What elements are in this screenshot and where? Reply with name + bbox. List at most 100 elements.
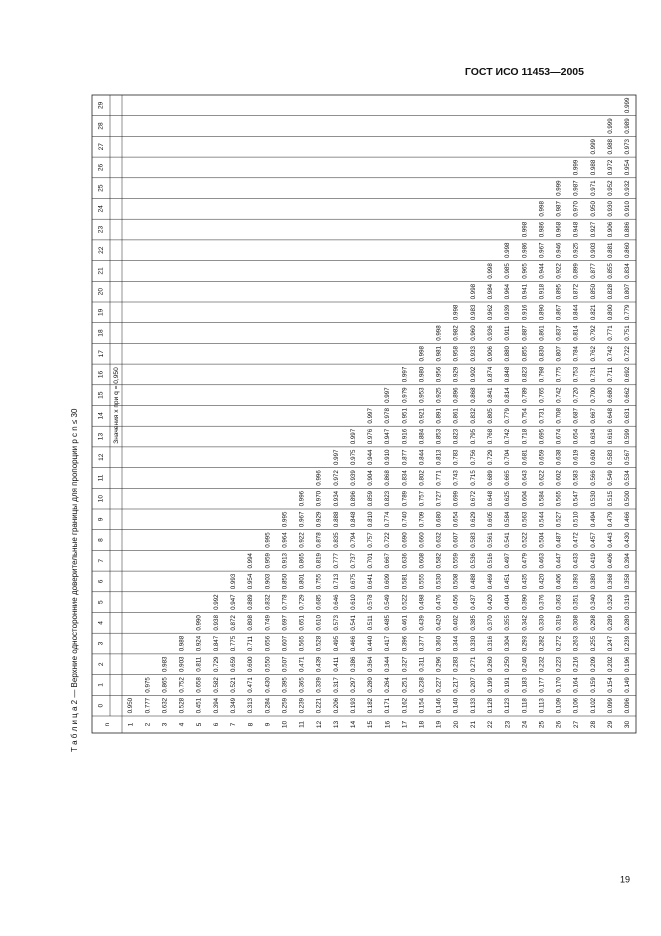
table-cell: 0.967 — [538, 242, 545, 258]
table-cell: 0.742 — [607, 345, 614, 361]
table-cell: 0.393 — [573, 573, 580, 589]
table-cell: 0.988 — [179, 635, 186, 651]
table-cell: 0.550 — [264, 656, 271, 672]
table-cell: 0.547 — [573, 490, 580, 506]
table-cell: 0.903 — [179, 656, 186, 672]
column-label: 29 — [98, 101, 105, 109]
table-cell: 0.774 — [384, 511, 391, 527]
table-cell: 0.848 — [350, 511, 357, 527]
table-cell: 0.313 — [247, 697, 254, 713]
table-cell: 0.916 — [401, 428, 408, 444]
table-cell: 0.998 — [436, 325, 443, 341]
table-cell: 0.823 — [521, 366, 528, 382]
table-cell: 0.835 — [333, 532, 340, 548]
table-cell: 0.402 — [453, 615, 460, 631]
table-cell: 0.171 — [384, 697, 391, 713]
table-cell: 0.096 — [624, 697, 631, 713]
table-cell: 0.358 — [624, 573, 631, 589]
table-cell: 0.720 — [573, 387, 580, 403]
table-cell: 0.632 — [161, 697, 168, 713]
table-cell: 0.941 — [521, 283, 528, 299]
table-cell: 0.530 — [590, 490, 597, 506]
table-cell: 0.713 — [333, 573, 340, 589]
column-label: 28 — [98, 122, 105, 130]
table-cell: 0.972 — [333, 470, 340, 486]
table-cell: 0.658 — [196, 677, 203, 693]
table-cell: 0.495 — [333, 635, 340, 651]
table-cell: 0.118 — [521, 698, 528, 714]
table-cell: 0.997 — [350, 428, 357, 444]
table-cell: 0.860 — [624, 242, 631, 258]
table-cell: 0.600 — [590, 449, 597, 465]
table-cell: 0.886 — [624, 221, 631, 237]
n-label: n — [104, 722, 111, 726]
row-label: 11 — [299, 721, 306, 728]
table-cell: 0.534 — [624, 470, 631, 486]
table-cell: 0.433 — [573, 552, 580, 568]
table-cell: 0.632 — [436, 532, 443, 548]
table-cell: 0.874 — [487, 366, 494, 382]
table-cell: 0.216 — [573, 656, 580, 672]
table-cell: 0.834 — [624, 263, 631, 279]
table-cell: 0.948 — [573, 221, 580, 237]
table-cell: 0.607 — [453, 532, 460, 548]
table-cell: 0.888 — [333, 511, 340, 527]
table-cell: 0.296 — [436, 656, 443, 672]
table-cell: 0.247 — [607, 635, 614, 651]
table-cell: 0.794 — [350, 532, 357, 548]
table-cell: 0.922 — [299, 532, 306, 548]
column-label: 25 — [98, 184, 105, 192]
column-label: 3 — [98, 641, 105, 645]
table-cell: 0.472 — [573, 532, 580, 548]
table-cell: 0.227 — [436, 677, 443, 693]
table-cell: 0.583 — [573, 470, 580, 486]
table-cell: 0.479 — [521, 552, 528, 568]
table-cell: 0.868 — [384, 470, 391, 486]
table-cell: 0.443 — [607, 532, 614, 548]
table-cell: 0.439 — [418, 615, 425, 631]
table-cell: 0.918 — [538, 283, 545, 299]
table-cell: 0.500 — [624, 490, 631, 506]
table-cell: 0.902 — [470, 366, 477, 382]
table-cell: 0.631 — [624, 408, 631, 424]
table-cell: 0.896 — [350, 490, 357, 506]
row-label: 21 — [470, 721, 477, 729]
table-cell: 0.995 — [281, 511, 288, 527]
table-cell: 0.508 — [453, 573, 460, 589]
table-cell: 0.656 — [264, 635, 271, 651]
table-cell: 0.819 — [316, 552, 323, 568]
table-cell: 0.451 — [196, 697, 203, 713]
table-cell: 0.998 — [521, 221, 528, 237]
table-cell: 0.711 — [247, 635, 254, 651]
table-cell: 0.988 — [590, 159, 597, 175]
table-cell: 0.565 — [299, 635, 306, 651]
table-cell: 0.947 — [230, 594, 237, 610]
table-cell: 0.330 — [538, 615, 545, 631]
table-cell: 0.853 — [436, 428, 443, 444]
table-cell: 0.997 — [367, 408, 374, 424]
table-cell: 0.109 — [556, 697, 563, 713]
table-cell: 0.582 — [213, 677, 220, 693]
table-cell: 0.494 — [590, 511, 597, 527]
table-cell: 0.832 — [470, 408, 477, 424]
table-cell: 0.282 — [538, 635, 545, 651]
table-cell: 0.757 — [367, 532, 374, 548]
table-cell: 0.911 — [504, 325, 511, 341]
table-cell: 0.967 — [299, 511, 306, 527]
table-cell: 0.263 — [573, 635, 580, 651]
table: 0123456789101112131415161718192021222324… — [91, 94, 637, 734]
table-cell: 0.113 — [538, 698, 545, 714]
table-cell: 0.527 — [556, 511, 563, 527]
table-cell: 0.975 — [144, 677, 151, 693]
table-cell: 0.740 — [401, 511, 408, 527]
table-cell: 0.880 — [504, 345, 511, 361]
table-cell: 0.511 — [367, 615, 374, 631]
table-cell: 0.934 — [333, 490, 340, 506]
table-cell: 0.933 — [470, 345, 477, 361]
table-cell: 0.964 — [281, 532, 288, 548]
table-cell: 0.390 — [521, 594, 528, 610]
table-cell: 0.986 — [521, 242, 528, 258]
table-cell: 0.777 — [333, 552, 340, 568]
table-cell: 0.456 — [453, 594, 460, 610]
